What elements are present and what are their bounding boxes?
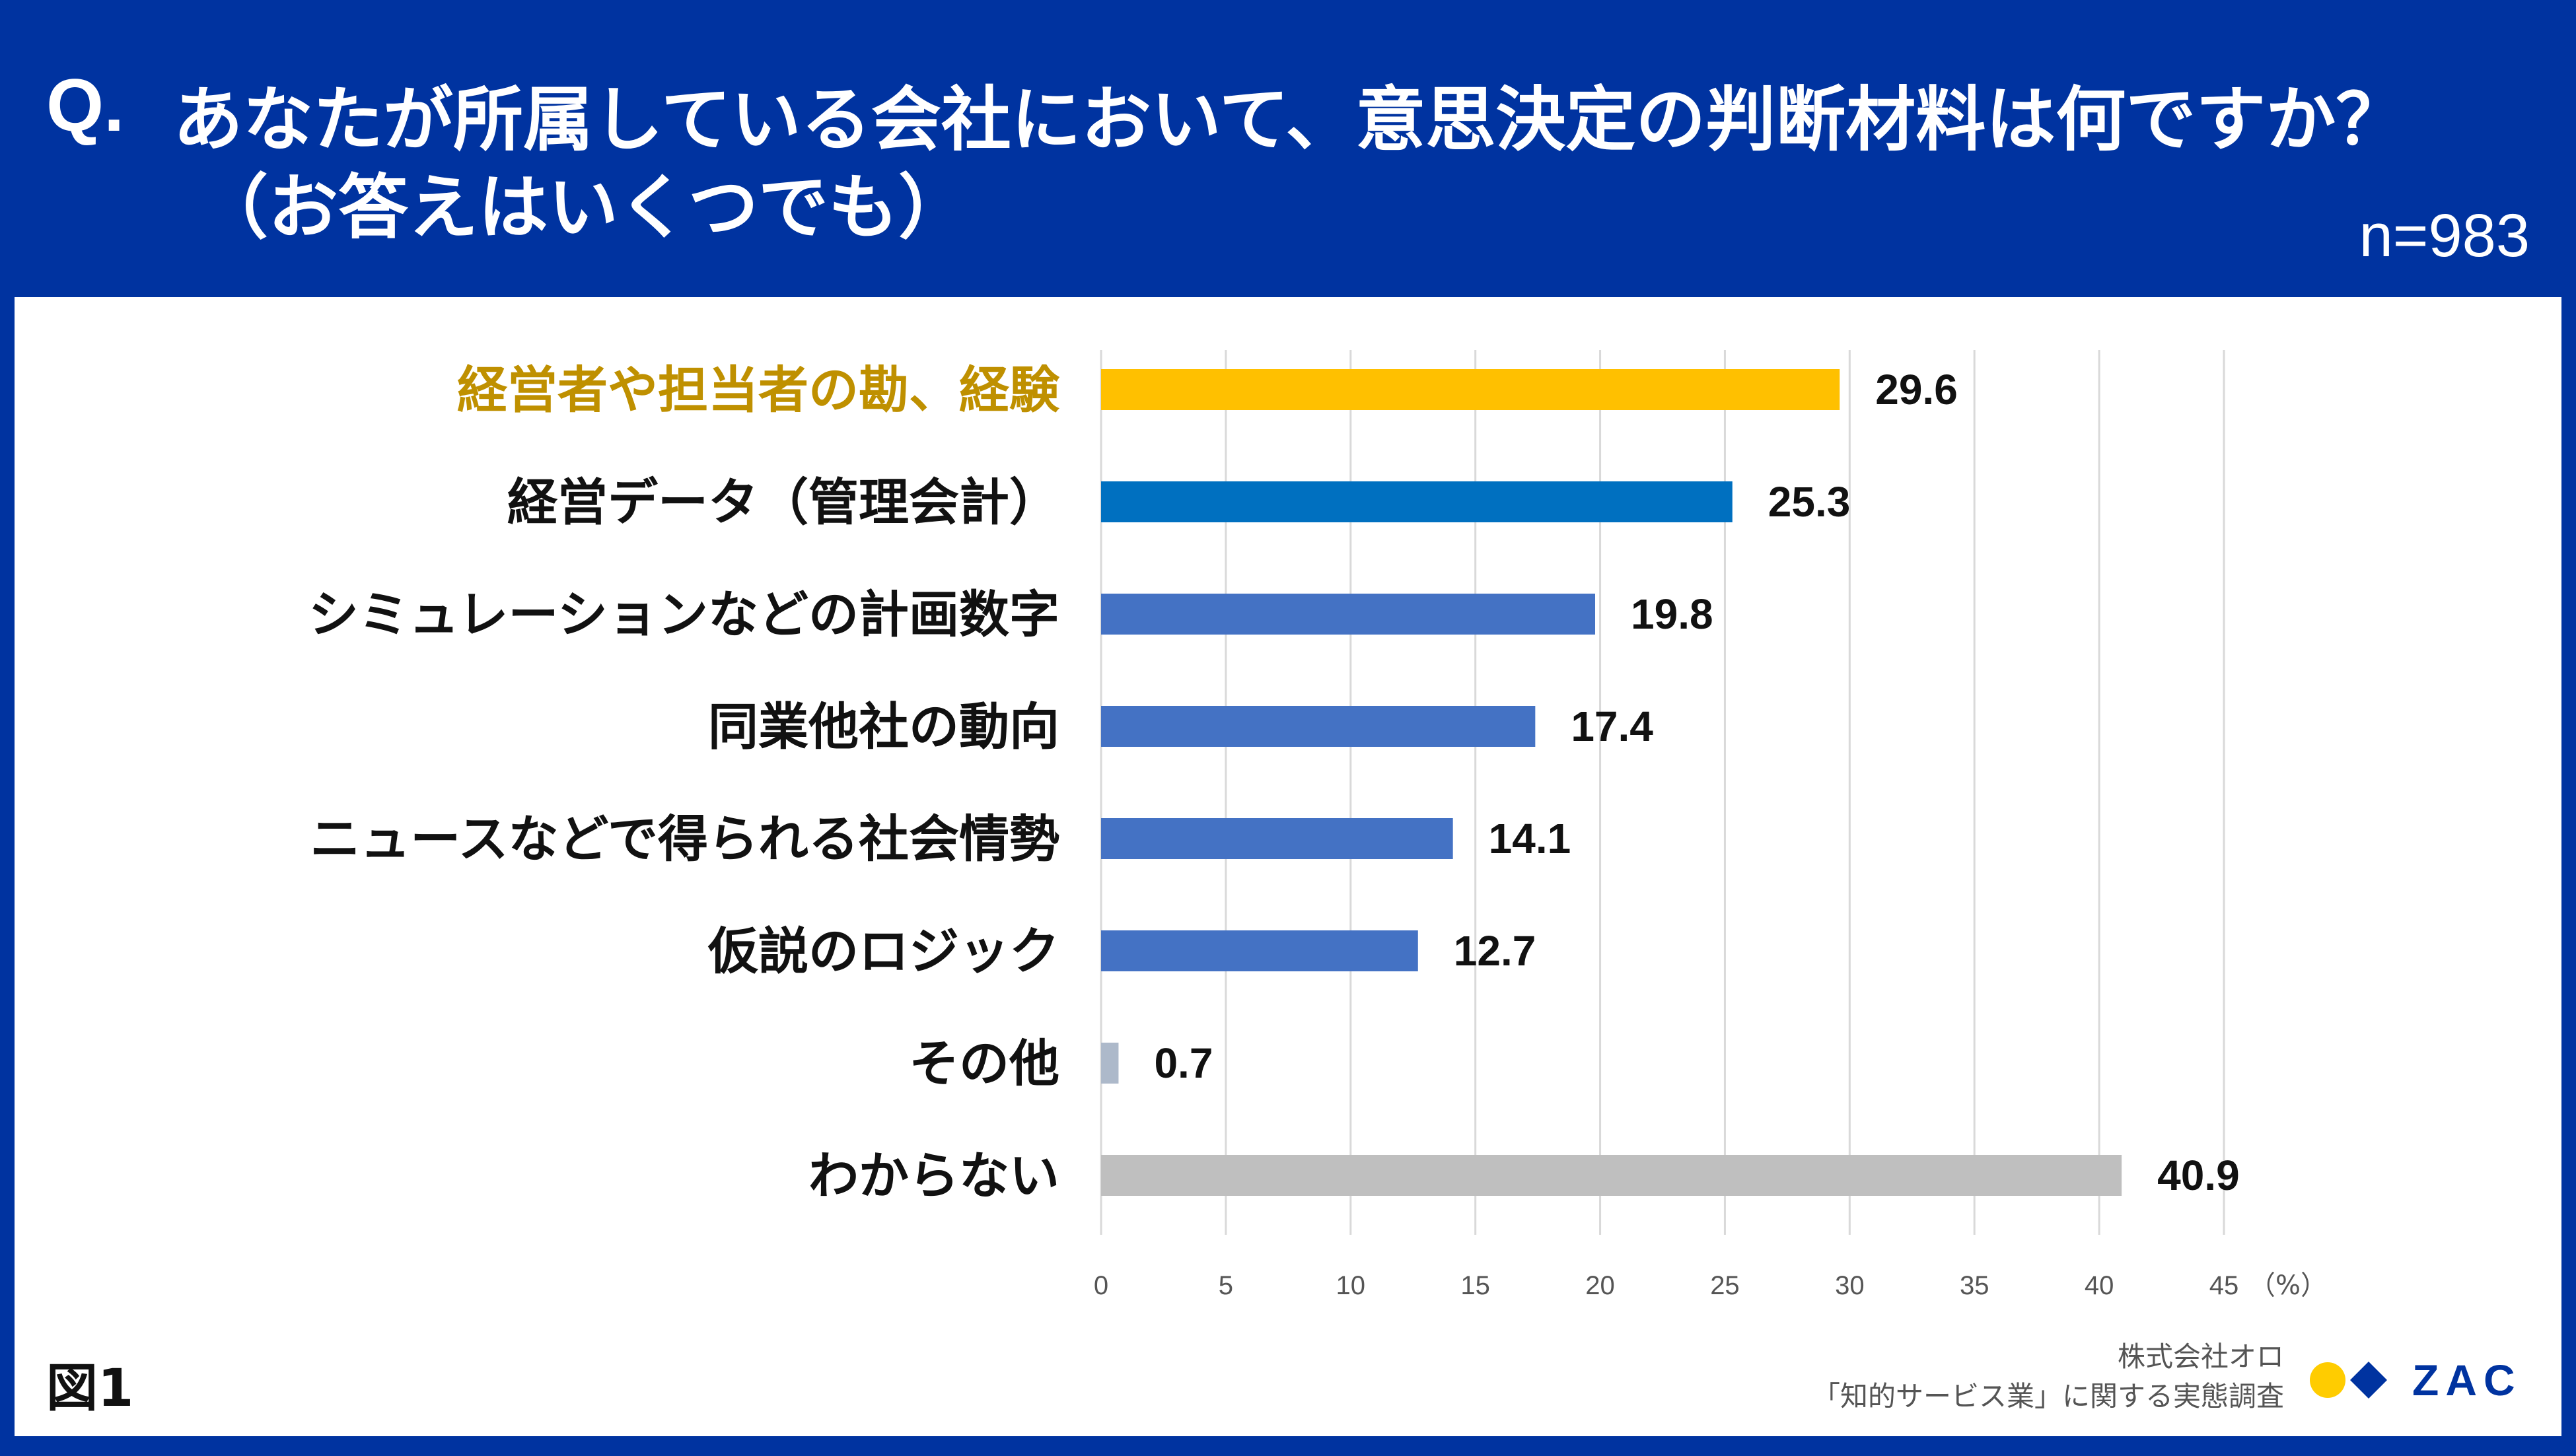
bar-3 <box>1101 706 1536 747</box>
header: Q. あなたが所属している会社において、意思決定の判断材料は何ですか？ （お答え… <box>0 0 2576 297</box>
chart-panel: 0 5 10 15 20 25 30 35 40 45 （%） 経営者や担当者の勘、経験 29.6 経営デ… <box>15 297 2561 1436</box>
x-tick-label-9: 45 <box>2209 1271 2239 1300</box>
source-credit: 株式会社オロ 「知的サービス業」に関する実態調査 <box>1812 1337 2284 1416</box>
category-label-4: ニュースなどで得られる社会情勢 <box>310 810 1059 868</box>
question-title: あなたが所属している会社において、意思決定の判断材料は何ですか？ <box>173 79 2406 160</box>
value-label-0: 29.6 <box>1875 366 1958 413</box>
bar-5 <box>1101 930 1418 971</box>
x-tick-label-6: 30 <box>1835 1271 1865 1300</box>
category-label-6: その他 <box>909 1034 1059 1093</box>
category-label-2: シミュレーションなどの計画数字 <box>308 585 1059 644</box>
bar-0 <box>1101 369 1840 410</box>
value-label-5: 12.7 <box>1454 927 1536 975</box>
value-label-4: 14.1 <box>1489 815 1571 862</box>
x-tick-label-4: 20 <box>1585 1271 1615 1300</box>
category-label-5: 仮説のロジック <box>707 922 1059 981</box>
value-label-7: 40.9 <box>2157 1152 2240 1199</box>
category-label-7: わからない <box>808 1146 1059 1205</box>
bar-6 <box>1101 1043 1119 1084</box>
x-unit-label: （%） <box>2249 1270 2327 1301</box>
value-label-1: 25.3 <box>1768 478 1851 526</box>
logo-mark-icon <box>2310 1362 2387 1399</box>
question-note: （お答えはいくつでも） <box>198 167 968 248</box>
logo-text: ZAC <box>2412 1356 2522 1404</box>
x-tick-label-5: 25 <box>1710 1271 1740 1300</box>
category-label-1: 経営データ（管理会計） <box>507 473 1059 532</box>
figure-label: 図1 <box>46 1359 134 1418</box>
x-tick-label-3: 15 <box>1460 1271 1490 1300</box>
zac-logo: ZAC <box>2305 1355 2536 1408</box>
category-label-3: 同業他社の動向 <box>708 697 1059 756</box>
question-prefix: Q. <box>46 64 125 147</box>
x-tick-label-2: 10 <box>1336 1271 1366 1300</box>
bar-7 <box>1101 1155 2122 1196</box>
value-label-2: 19.8 <box>1631 590 1713 638</box>
bar-1 <box>1101 481 1733 522</box>
source-survey: 「知的サービス業」に関する実態調査 <box>1812 1380 2284 1412</box>
x-tick-label-8: 40 <box>2085 1271 2114 1300</box>
value-label-6: 0.7 <box>1154 1039 1213 1087</box>
x-tick-label-0: 0 <box>1094 1271 1108 1300</box>
bar-4 <box>1101 818 1453 859</box>
source-company: 株式会社オロ <box>2117 1340 2284 1373</box>
sample-size: n=983 <box>2359 202 2530 269</box>
x-tick-label-1: 5 <box>1219 1271 1233 1300</box>
value-label-3: 17.4 <box>1571 703 1653 750</box>
bar-2 <box>1101 594 1595 635</box>
category-label-0: 経営者や担当者の勘、経験 <box>457 361 1060 419</box>
x-tick-label-7: 35 <box>1960 1271 1989 1300</box>
bar-chart: 0 5 10 15 20 25 30 35 40 45 （%） 経営者や担当者の勘、経験 29.6 経営デ… <box>308 350 2327 1301</box>
